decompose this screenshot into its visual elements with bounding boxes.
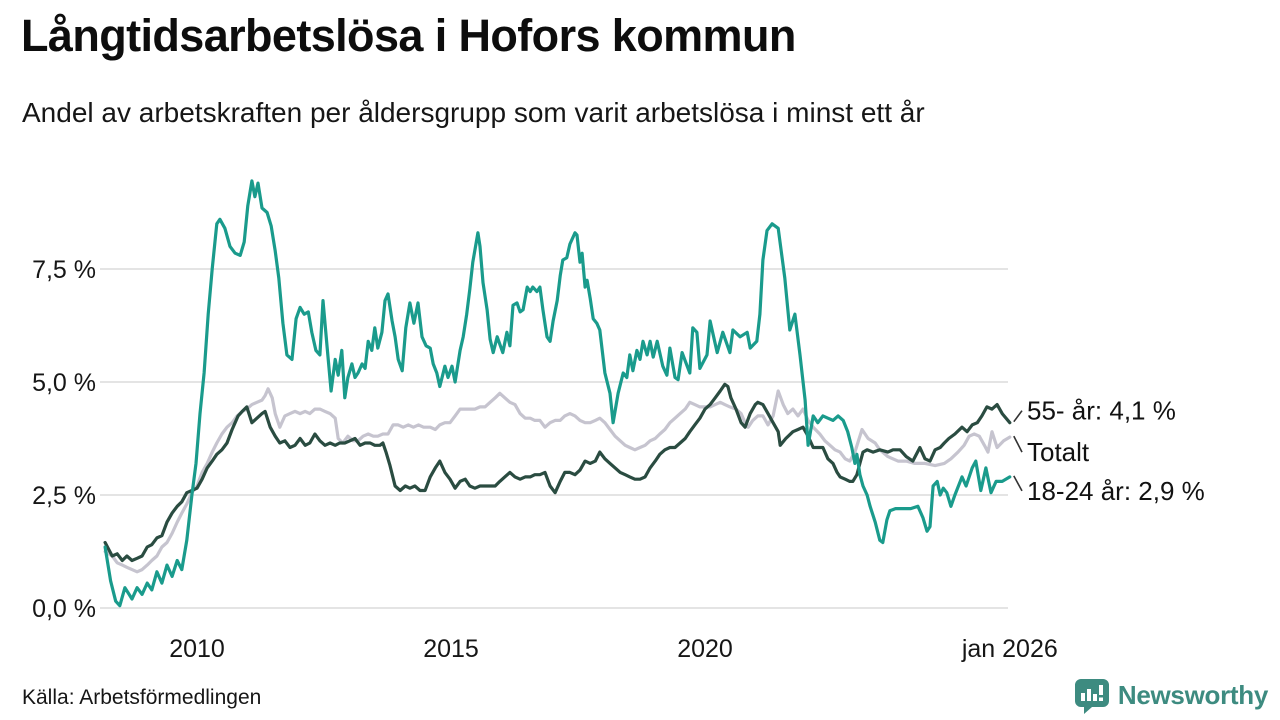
series-line-55 [103, 382, 1012, 563]
x-tick-label: 2015 [423, 635, 479, 663]
end-label-connector [1013, 410, 1023, 423]
series-end-label-55: 55- år: 4,1 % [1027, 396, 1176, 426]
series-end-label-totalt: Totalt [1027, 437, 1090, 467]
y-tick-label: 5,0 % [32, 369, 96, 397]
y-tick-label: 2,5 % [32, 482, 96, 510]
newsworthy-icon [1074, 679, 1109, 714]
series-line-1824 [103, 179, 1012, 608]
end-label-connector [1013, 435, 1023, 453]
y-tick-label: 7,5 % [32, 256, 96, 284]
series-end-label-1824: 18-24 år: 2,9 % [1027, 476, 1205, 506]
x-tick-label: 2020 [677, 635, 733, 663]
newsworthy-wordmark: Newsworthy [1117, 680, 1268, 710]
chart-title: Långtidsarbetslösa i Hofors kommun [21, 10, 796, 61]
newsworthy-logo: Newsworthy [1073, 677, 1268, 714]
x-tick-label: jan 2026 [961, 635, 1058, 663]
chart-subtitle: Andel av arbetskraften per åldersgrupp s… [22, 97, 925, 128]
source-note: Källa: Arbetsförmedlingen [22, 686, 262, 709]
x-tick-label: 2010 [169, 635, 225, 663]
series-line-totalt [103, 387, 1012, 574]
y-tick-label: 0,0 % [32, 595, 96, 623]
end-label-connector [1013, 475, 1023, 492]
